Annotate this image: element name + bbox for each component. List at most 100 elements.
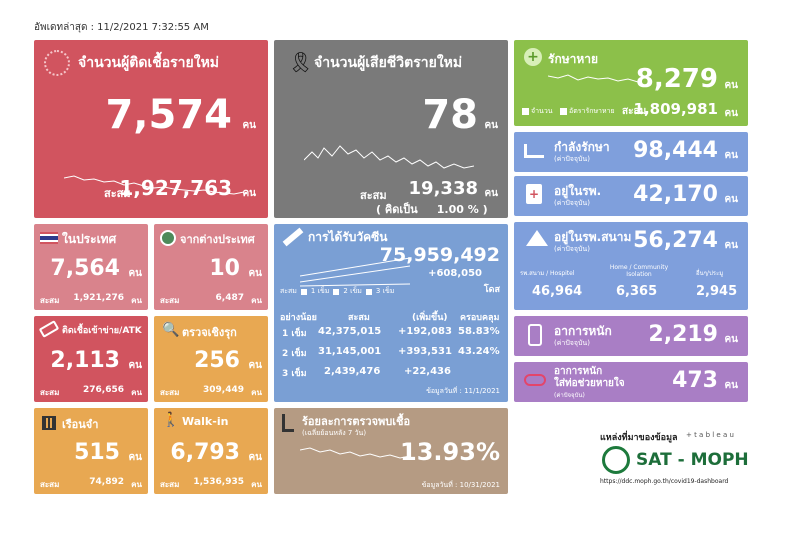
- domestic-card[interactable]: ในประเทศ 7,564 คน สะสม 1,921,276 คน: [34, 224, 148, 310]
- unit-label: คน: [131, 388, 142, 397]
- active-search-cum: 309,449: [203, 385, 244, 395]
- ventilator-card[interactable]: อาการหนัก ใส่ท่อช่วยหายใจ (ค่าปัจจุบัน) …: [514, 362, 748, 402]
- unit-label: คน: [724, 80, 738, 91]
- prison-card[interactable]: เรือนจำ 515 คน สะสม 74,892 คน: [34, 408, 148, 494]
- vaccine-row-cov: 43.24%: [458, 346, 500, 357]
- unit-label: คน: [248, 268, 262, 279]
- unit-label: คน: [131, 480, 142, 489]
- thai-flag-icon: [40, 232, 58, 244]
- unit-label: คน: [484, 188, 498, 199]
- new-cases-value: 7,574: [105, 92, 232, 138]
- walkin-cum-label: สะสม: [160, 480, 180, 489]
- field-hospital-card[interactable]: อยู่ในรพ.สนาม (ค่าปัจจุบัน) 56,274 คน รพ…: [514, 222, 748, 310]
- severe-card[interactable]: อาการหนัก (ค่าปัจจุบัน) 2,219 คน: [514, 316, 748, 356]
- positivity-card[interactable]: ร้อยละการตรวจพบเชื้อ (เฉลี่ยย้อนหลัง 7 ว…: [274, 408, 508, 494]
- vaccine-row-cov: 58.83%: [458, 326, 500, 337]
- vaccine-row-dose: 1 เข็ม: [282, 329, 307, 339]
- unit-label: คน: [248, 360, 262, 371]
- field-hospital-col3: 2,945: [696, 284, 738, 299]
- in-treatment-title: กำลังรักษา: [554, 140, 610, 154]
- legend-rate-swatch: [560, 108, 567, 115]
- ventilator-value: 473: [672, 368, 718, 393]
- atk-card[interactable]: ติดเชื้อเข้าข่าย/ATK 2,113 คน สะสม 276,6…: [34, 316, 148, 402]
- abroad-cum-label: สะสม: [160, 296, 180, 305]
- vaccine-row-inc: +22,436: [404, 366, 451, 377]
- unit-label: คน: [248, 452, 262, 463]
- unit-label: คน: [724, 240, 738, 251]
- magnifier-icon: 🔍: [162, 322, 180, 338]
- walkin-card[interactable]: 🚶 Walk-in 6,793 คน สะสม 1,536,935 คน: [154, 408, 268, 494]
- unit-label: คน: [242, 120, 256, 131]
- in-hospital-card[interactable]: + อยู่ในรพ. (ค่าปัจจุบัน) 42,170 คน: [514, 176, 748, 216]
- tableau-logo: + t a b l e a u: [686, 431, 734, 439]
- abroad-value: 10: [209, 256, 240, 281]
- vaccine-increase: +608,050: [428, 268, 482, 279]
- field-hospital-col3-label: อื่นๆ/ประมู: [696, 270, 724, 277]
- abroad-title: จากต่างประเทศ: [180, 233, 255, 246]
- positivity-title: ร้อยละการตรวจพบเชื้อ: [302, 415, 411, 428]
- tent-icon: [526, 230, 548, 246]
- source-block: แหล่งที่มาของข้อมูล + t a b l e a u SAT …: [600, 430, 750, 500]
- recovered-card[interactable]: + รักษาหาย 8,279 คน จำนวน อัตรารักษาหาย …: [514, 40, 748, 126]
- walkin-title: Walk-in: [182, 415, 229, 428]
- abroad-cum: 6,487: [215, 293, 244, 303]
- domestic-cum: 1,921,276: [73, 293, 124, 303]
- abroad-card[interactable]: จากต่างประเทศ 10 คน สะสม 6,487 คน: [154, 224, 268, 310]
- moph-logo-icon: [602, 446, 630, 474]
- new-deaths-cum-label: สะสม: [360, 189, 387, 202]
- vaccine-card[interactable]: การได้รับวัคซีน 75,959,492 +608,050 โดส …: [274, 224, 508, 402]
- legend-count-label: จำนวน: [531, 107, 553, 115]
- legend-swatch: [300, 288, 307, 295]
- positivity-sparkline: [300, 447, 410, 459]
- active-search-card[interactable]: 🔍 ตรวจเชิงรุก 256 คน สะสม 309,449 คน: [154, 316, 268, 402]
- source-label: แหล่งที่มาของข้อมูล: [600, 433, 678, 443]
- vaccine-legend-dose1: 1 เข็ม: [310, 287, 330, 295]
- vaccine-title: การได้รับวัคซีน: [308, 230, 388, 244]
- severe-value: 2,219: [648, 322, 718, 347]
- unit-label: คน: [251, 388, 262, 397]
- in-treatment-card[interactable]: กำลังรักษา (ค่าปัจจุบัน) 98,444 คน: [514, 132, 748, 172]
- atk-value: 2,113: [50, 348, 120, 373]
- positivity-note: ข้อมูลวันที่ : 10/31/2021: [421, 481, 500, 489]
- ventilator-sub: (ค่าปัจจุบัน): [554, 392, 585, 399]
- new-deaths-card[interactable]: 🎗 จำนวนผู้เสียชีวิตรายใหม่ 78 คน สะสม 19…: [274, 40, 508, 218]
- legend-count-swatch: [522, 108, 529, 115]
- atk-cum: 276,656: [83, 385, 124, 395]
- field-hospital-col2: 6,365: [616, 284, 658, 299]
- last-updated: อัพเดทล่าสุด : 11/2/2021 7:32:55 AM: [34, 22, 209, 33]
- unit-label: คน: [724, 150, 738, 161]
- source-url[interactable]: https://ddc.moph.go.th/covid19-dashboard: [600, 478, 729, 485]
- severe-sub: (ค่าปัจจุบัน): [554, 339, 590, 347]
- legend-swatch: [365, 288, 372, 295]
- in-treatment-value: 98,444: [633, 138, 718, 163]
- unit-label: คน: [128, 360, 142, 371]
- new-deaths-sparkline: [304, 145, 474, 169]
- ventilator-title2: ใส่ท่อช่วยหายใจ: [554, 378, 625, 389]
- unit-label: คน: [724, 108, 738, 119]
- hospital-bed-icon: [524, 144, 544, 158]
- unit-label: คน: [724, 334, 738, 345]
- severe-title: อาการหนัก: [554, 324, 612, 338]
- vaccine-header-inc: (เพิ่มขึ้น): [412, 313, 448, 323]
- new-deaths-pct: ( คิดเป็น 1.00 % ): [376, 203, 488, 216]
- prison-title: เรือนจำ: [62, 418, 99, 431]
- field-hospital-col1: 46,964: [532, 284, 583, 299]
- hospital-icon: +: [526, 184, 542, 204]
- legend-rate-label: อัตรารักษาหาย: [569, 107, 615, 115]
- new-cases-card[interactable]: จำนวนผู้ติดเชื้อรายใหม่ 7,574 คน สะสม 1,…: [34, 40, 268, 218]
- legend-swatch: [333, 288, 340, 295]
- prison-cum-label: สะสม: [40, 480, 60, 489]
- unit-label: คน: [484, 120, 498, 131]
- recovered-title: รักษาหาย: [548, 52, 599, 66]
- vaccine-total: 75,959,492: [379, 244, 500, 266]
- vaccine-row-dose: 2 เข็ม: [282, 349, 307, 359]
- microscope-icon: [282, 414, 294, 432]
- vaccine-row-cum: 2,439,476: [324, 366, 381, 377]
- positivity-value: 13.93%: [400, 438, 500, 466]
- globe-icon: [160, 230, 176, 246]
- vaccine-header-min: อย่างน้อย: [280, 313, 317, 323]
- unit-label: คน: [131, 296, 142, 305]
- in-hospital-sub: (ค่าปัจจุบัน): [554, 199, 590, 207]
- unit-label: คน: [251, 296, 262, 305]
- unit-label: คน: [724, 194, 738, 205]
